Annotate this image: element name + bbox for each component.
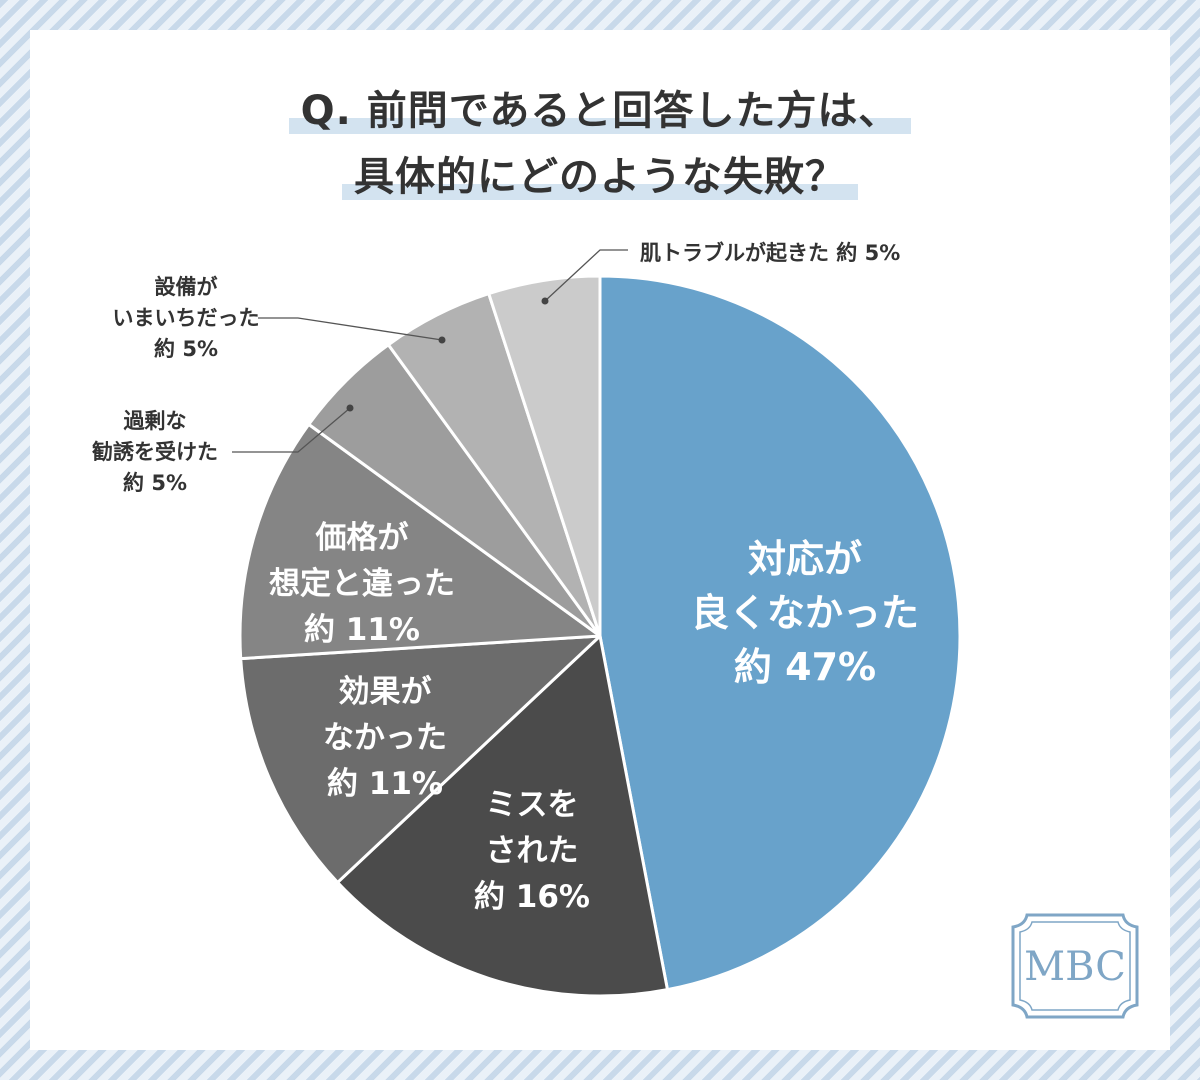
leader-line-5 [258,317,443,341]
leader-dot-6 [541,297,549,305]
badge-text: MBC [1024,944,1126,990]
chart-title-line-1: Q. 前問であると回答した方は、 [0,78,1200,136]
pie-slice-1 [336,634,669,998]
leader-dot-4 [346,404,354,412]
mbc-logo-badge: MBC [1011,913,1139,1019]
slice-label-1: ミスをされた約 16% [474,787,590,915]
slice-label-2: 効果がなかった約 11% [323,674,447,802]
leader-line-4 [232,407,351,453]
pie-slice-6 [487,274,602,638]
slice-label-4: 過剰な勧誘を受けた約 5% [91,409,218,495]
slice-label-3: 価格が想定と違った約 11% [269,520,455,648]
leader-line-6 [544,249,628,302]
pie-slice-2 [239,634,602,884]
slice-label-0: 対応が良くなかった約 47% [691,537,919,689]
slice-label-5: 設備がいまいちだった約 5% [113,275,260,361]
pie-slice-3 [238,422,602,661]
leader-dot-5 [438,336,446,344]
pie-slice-0 [598,274,962,992]
chart-title-line-2: 具体的にどのような失敗？ [0,144,1200,202]
slice-label-6: 肌トラブルが起きた 約 5% [640,241,900,265]
